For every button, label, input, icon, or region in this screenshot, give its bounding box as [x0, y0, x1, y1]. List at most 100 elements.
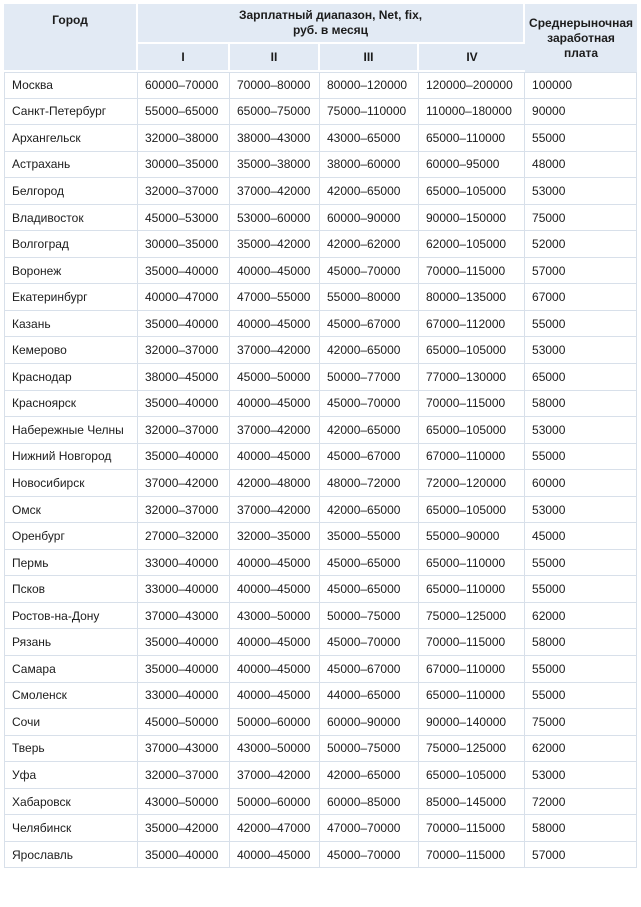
city-cell: Воронеж: [4, 257, 138, 285]
range-q1-cell: 37000–43000: [138, 735, 230, 763]
city-cell: Омск: [4, 496, 138, 524]
range-q4-cell: 60000–95000: [419, 151, 526, 179]
avg-salary-cell: 58000: [525, 629, 638, 657]
range-q4-cell: 67000–110000: [419, 443, 526, 471]
range-q2-cell: 40000–45000: [230, 682, 320, 710]
avg-salary-cell: 62000: [525, 735, 638, 763]
range-q4-cell: 65000–105000: [419, 417, 526, 444]
table-row: Сочи 45000–50000 50000–60000 60000–90000 900…: [4, 709, 638, 736]
range-q2-cell: 40000–45000: [230, 656, 320, 683]
table-row: Кемерово 32000–37000 37000–42000 42000–6500…: [4, 337, 638, 365]
table-body: Москва 60000–70000 70000–80000 80000–120000…: [4, 72, 638, 869]
avg-salary-cell: 58000: [525, 390, 638, 418]
range-q2-cell: 37000–42000: [230, 417, 320, 444]
range-q2-cell: 42000–48000: [230, 470, 320, 497]
range-q2-cell: 70000–80000: [230, 72, 320, 99]
range-q1-cell: 37000–42000: [138, 470, 230, 497]
city-cell: Санкт-Петербург: [4, 98, 138, 126]
range-q3-cell: 42000–62000: [320, 231, 419, 258]
range-q3-cell: 60000–85000: [320, 788, 419, 816]
table-row: Омск 32000–37000 37000–42000 42000–65000 650…: [4, 496, 638, 524]
table-row: Самара 35000–40000 40000–45000 45000–67000 6…: [4, 656, 638, 683]
range-q3-cell: 80000–120000: [320, 72, 419, 99]
range-q4-cell: 72000–120000: [419, 470, 526, 497]
range-q3-cell: 50000–75000: [320, 735, 419, 763]
city-cell: Оренбург: [4, 523, 138, 550]
city-cell: Москва: [4, 72, 138, 99]
quartile-header-3: III: [320, 44, 419, 72]
table-row: Краснодар 38000–45000 45000–50000 50000–770…: [4, 364, 638, 391]
range-q2-cell: 40000–45000: [230, 443, 320, 471]
range-q3-cell: 60000–90000: [320, 709, 419, 736]
range-q4-cell: 65000–110000: [419, 576, 526, 603]
avg-salary-cell: 48000: [525, 151, 638, 179]
range-q2-cell: 65000–75000: [230, 98, 320, 126]
range-q1-cell: 33000–40000: [138, 576, 230, 603]
salary-range-group-header-line2: руб. в месяц: [292, 23, 369, 37]
city-cell: Тверь: [4, 735, 138, 763]
range-q1-cell: 32000–37000: [138, 337, 230, 365]
range-q1-cell: 43000–50000: [138, 788, 230, 816]
avg-salary-cell: 55000: [525, 125, 638, 152]
range-q3-cell: 42000–65000: [320, 496, 419, 524]
table-row: Ростов-на-Дону 37000–43000 43000–50000 5000…: [4, 602, 638, 630]
avg-salary-cell: 55000: [525, 656, 638, 683]
range-q1-cell: 32000–37000: [138, 417, 230, 444]
range-q3-cell: 45000–67000: [320, 443, 419, 471]
table-row: Воронеж 35000–40000 40000–45000 45000–70000…: [4, 257, 638, 285]
range-q2-cell: 40000–45000: [230, 310, 320, 338]
table-row: Санкт-Петербург 55000–65000 65000–75000 750…: [4, 98, 638, 126]
range-q1-cell: 55000–65000: [138, 98, 230, 126]
range-q1-cell: 35000–42000: [138, 815, 230, 842]
range-q1-cell: 32000–37000: [138, 178, 230, 205]
range-q1-cell: 38000–45000: [138, 364, 230, 391]
table-row: Москва 60000–70000 70000–80000 80000–120000…: [4, 72, 638, 99]
range-q4-cell: 65000–105000: [419, 762, 526, 789]
table-row: Рязань 35000–40000 40000–45000 45000–70000 7…: [4, 629, 638, 657]
range-q1-cell: 33000–40000: [138, 549, 230, 577]
city-cell: Рязань: [4, 629, 138, 657]
avg-salary-cell: 75000: [525, 204, 638, 232]
city-cell: Сочи: [4, 709, 138, 736]
range-q3-cell: 45000–70000: [320, 390, 419, 418]
range-q4-cell: 75000–125000: [419, 602, 526, 630]
range-q4-cell: 65000–110000: [419, 125, 526, 152]
city-column-header: Город: [4, 4, 138, 72]
range-q2-cell: 35000–42000: [230, 231, 320, 258]
salary-table: Город Зарплатный диапазон, Net, fix, руб…: [4, 4, 638, 869]
city-cell: Владивосток: [4, 204, 138, 232]
range-q3-cell: 42000–65000: [320, 337, 419, 365]
range-q1-cell: 32000–37000: [138, 496, 230, 524]
range-q1-cell: 27000–32000: [138, 523, 230, 550]
city-cell: Белгород: [4, 178, 138, 205]
city-cell: Самара: [4, 656, 138, 683]
table-row: Нижний Новгород 35000–40000 40000–45000 450…: [4, 443, 638, 471]
range-q2-cell: 40000–45000: [230, 549, 320, 577]
range-q4-cell: 120000–200000: [419, 72, 526, 99]
avg-salary-cell: 45000: [525, 523, 638, 550]
city-cell: Ярославль: [4, 841, 138, 869]
table-row: Пермь 33000–40000 40000–45000 45000–65000 65…: [4, 549, 638, 577]
table-row: Екатеринбург 40000–47000 47000–55000 55000–…: [4, 284, 638, 311]
range-q2-cell: 40000–45000: [230, 257, 320, 285]
range-q3-cell: 48000–72000: [320, 470, 419, 497]
range-q1-cell: 30000–35000: [138, 151, 230, 179]
range-q1-cell: 45000–50000: [138, 709, 230, 736]
range-q1-cell: 45000–53000: [138, 204, 230, 232]
avg-salary-cell: 55000: [525, 310, 638, 338]
range-q3-cell: 44000–65000: [320, 682, 419, 710]
range-q2-cell: 32000–35000: [230, 523, 320, 550]
avg-salary-cell: 53000: [525, 337, 638, 365]
range-q1-cell: 40000–47000: [138, 284, 230, 311]
avg-salary-cell: 53000: [525, 496, 638, 524]
range-q4-cell: 65000–110000: [419, 682, 526, 710]
avg-salary-cell: 53000: [525, 417, 638, 444]
range-q4-cell: 75000–125000: [419, 735, 526, 763]
range-q3-cell: 60000–90000: [320, 204, 419, 232]
range-q1-cell: 35000–40000: [138, 656, 230, 683]
city-cell: Астрахань: [4, 151, 138, 179]
city-cell: Казань: [4, 310, 138, 338]
city-cell: Хабаровск: [4, 788, 138, 816]
range-q4-cell: 70000–115000: [419, 841, 526, 869]
table-row: Волгоград 30000–35000 35000–42000 42000–620…: [4, 231, 638, 258]
